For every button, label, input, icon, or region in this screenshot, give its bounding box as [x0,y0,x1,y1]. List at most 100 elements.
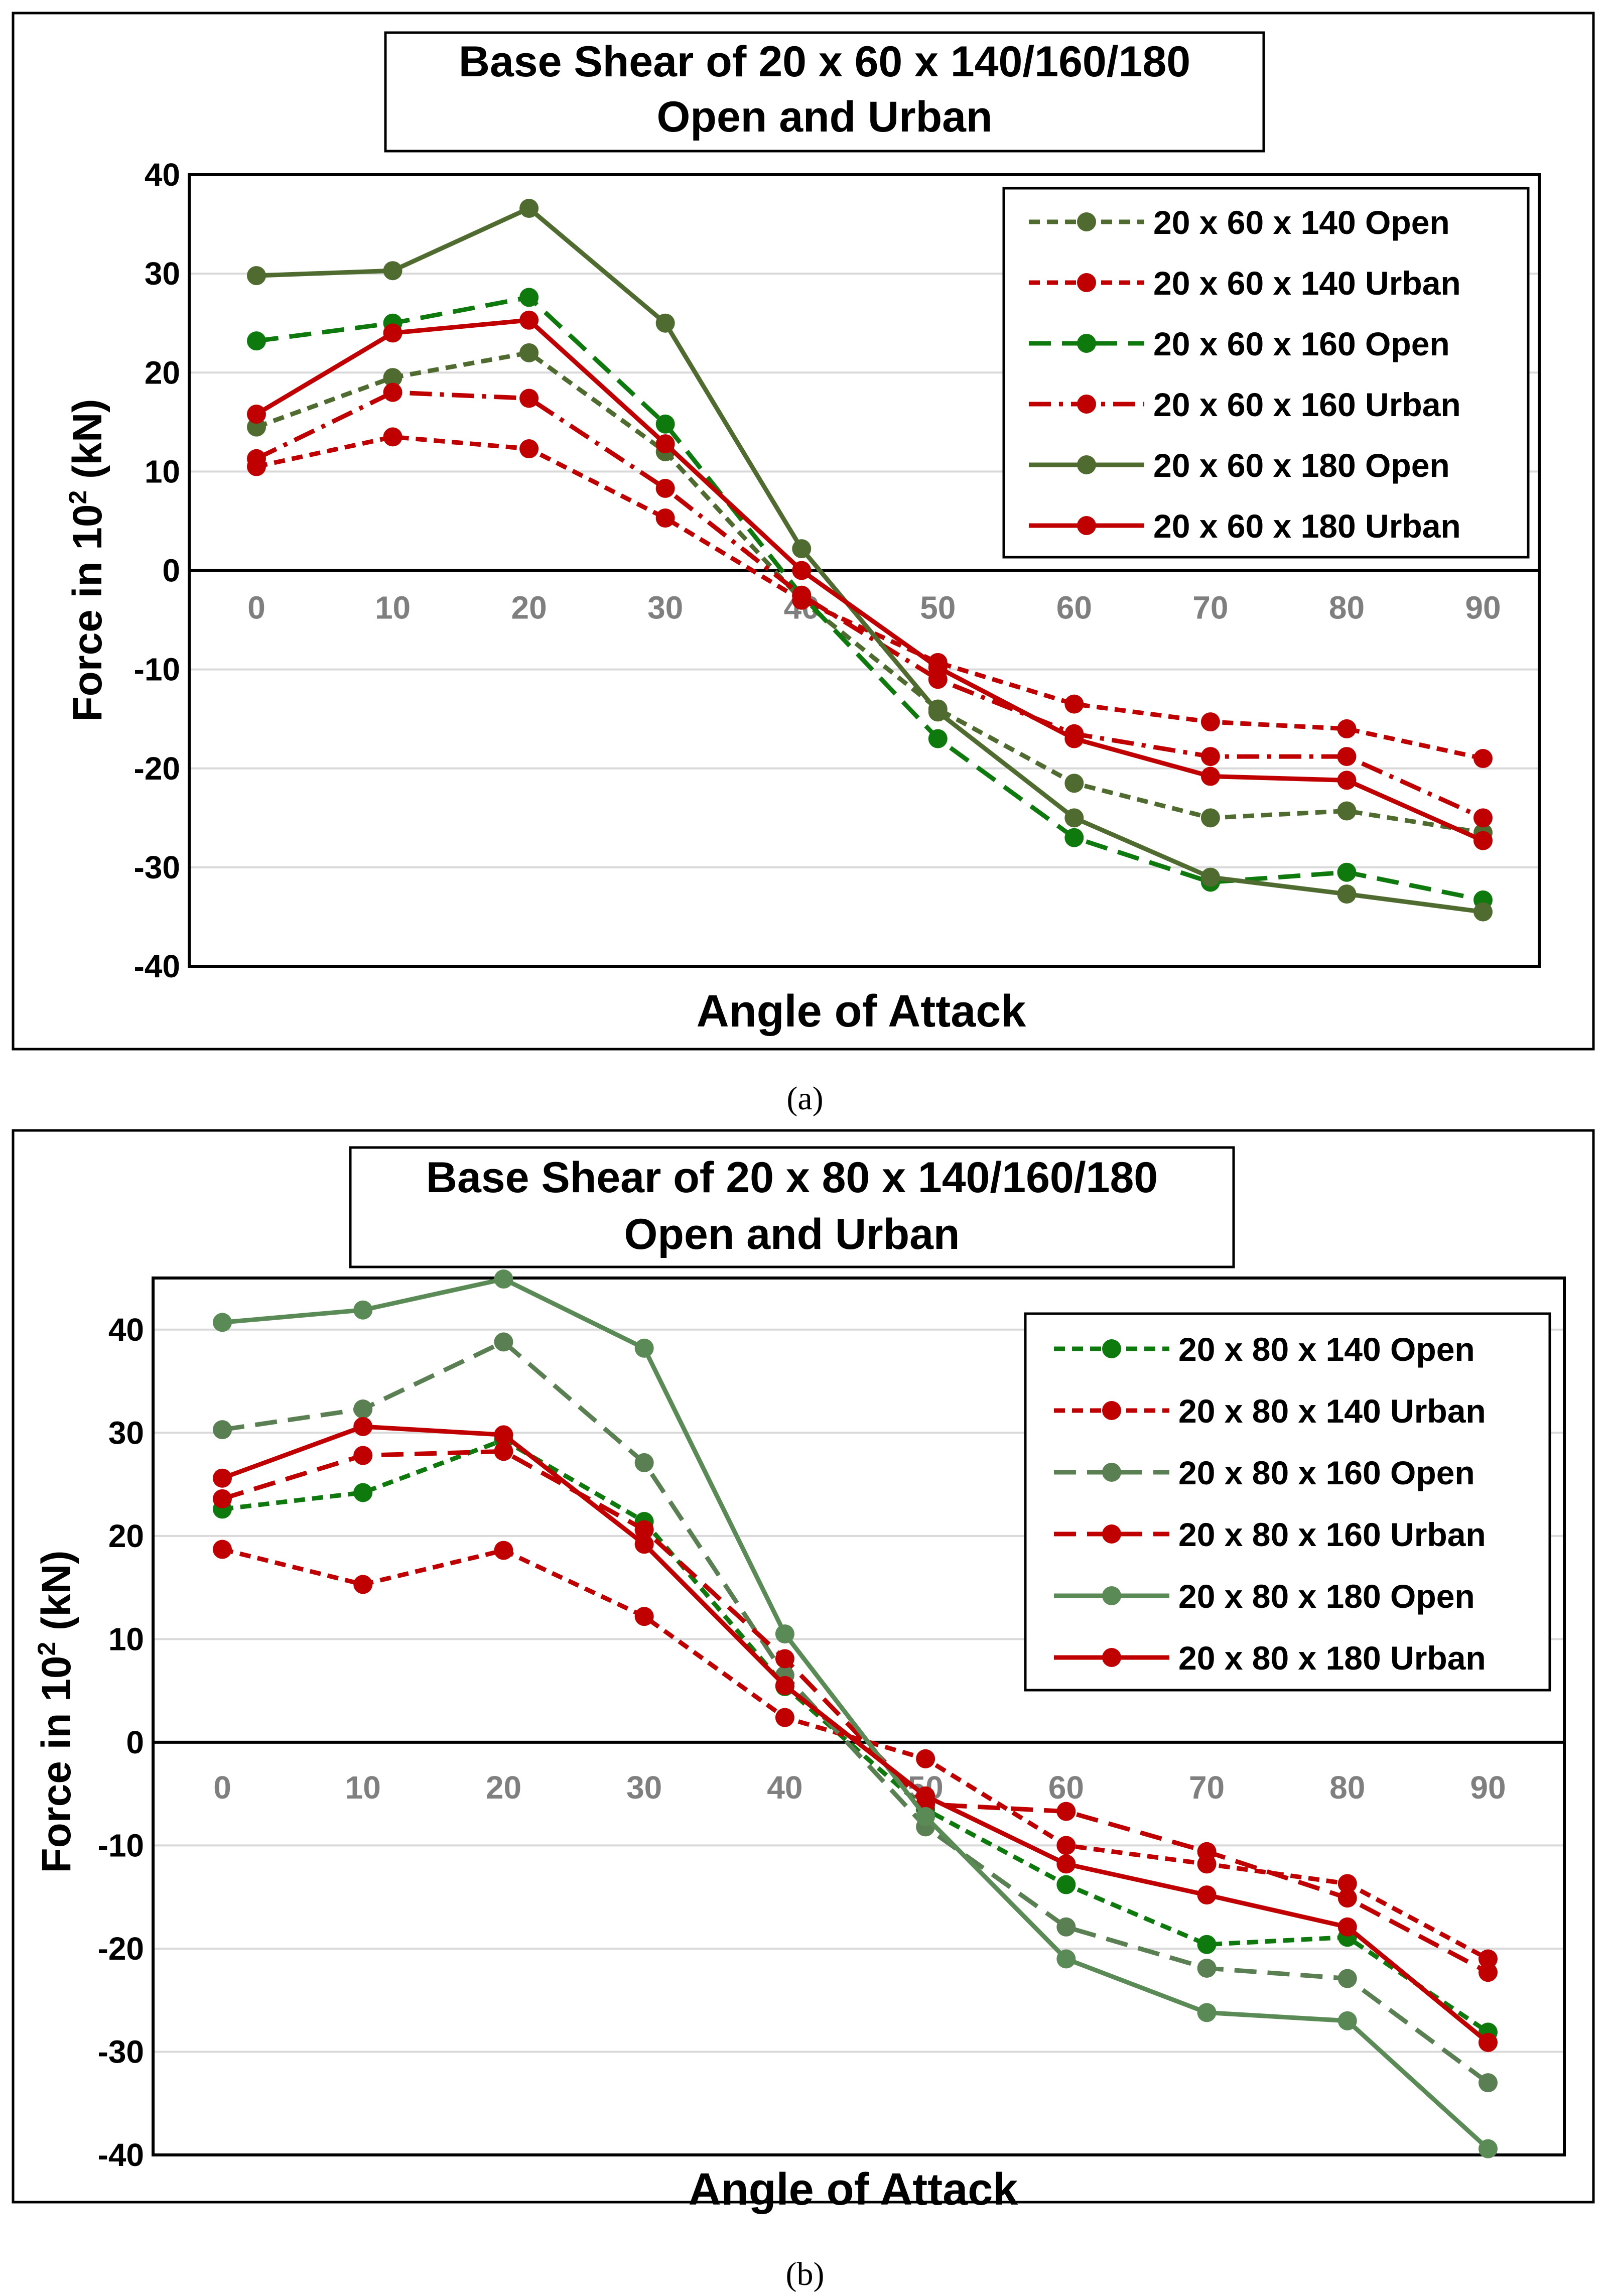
chart-b-data-point [353,1399,373,1419]
chart-a-legend-item: 20 x 60 x 180 Urban [1029,507,1461,545]
chart-b-legend-label: 20 x 80 x 140 Open [1178,1331,1475,1368]
chart-b-data-point [1479,1963,1498,1982]
chart-b-legend-box [1024,1312,1551,1692]
chart-a-x-tick-label: 10 [375,590,411,626]
chart-b-data-point [1056,1802,1076,1821]
chart-a-data-point [928,729,948,748]
chart-a-y-tick-label: -10 [134,652,181,688]
chart-b-data-point [775,1624,794,1644]
chart-b-data-point [494,1541,513,1560]
chart-a-legend-swatch-marker [1077,516,1096,535]
chart-b-data-point [1197,1935,1217,1954]
chart-b-x-tick-label: 90 [1470,1769,1506,1806]
chart-b-data-point [1056,1875,1076,1894]
chart-a-data-point [928,702,948,722]
chart-b-series-3 [213,1332,1498,2093]
chart-b-y-axis-label: Force in 102 (kN) [33,1551,79,1873]
chart-a-legend-swatch-marker [1077,395,1096,414]
chart-panel-a: Base Shear of 20 x 60 x 140/160/180 Open… [12,12,1595,1051]
chart-b-data-point [634,1520,654,1540]
chart-b-y-tick-label: 10 [108,1621,144,1657]
chart-b-x-tick-label: 0 [213,1769,231,1806]
chart-a-data-point [1473,749,1493,769]
chart-a-data-point [1337,771,1357,790]
chart-b-plot-area [152,1277,1566,2156]
chart-a-legend: 20 x 60 x 140 Open 20 x 60 x 140 Urban 20 … [1002,187,1530,559]
chart-a-data-point [1337,719,1357,738]
chart-a-data-point [1200,712,1220,732]
chart-a-data-point [383,368,402,388]
chart-b-legend-item: 20 x 80 x 140 Urban [1054,1392,1486,1430]
chart-a-legend-swatch-marker [1077,455,1096,474]
chart-a-data-point [1337,801,1357,821]
chart-a-series-line [255,390,1484,820]
chart-a-series-line [256,295,1484,903]
chart-b-data-point [634,1453,654,1472]
chart-a-data-point [1337,884,1357,904]
chart-a-y-tick-label: 40 [145,157,180,193]
chart-b-y-label-unit: (kN) [34,1551,79,1642]
chart-a-series-line [255,318,1484,843]
chart-a-data-point [655,508,675,528]
chart-b-y-tick-label: 0 [126,1724,144,1760]
chart-a-data-point [519,199,539,218]
chart-a-data-point [655,313,675,333]
chart-a-data-point [383,382,402,402]
chart-a-y-label-main: Force in 10 [65,504,110,722]
chart-b-data-point [1337,2011,1357,2030]
chart-b-x-tick-label: 20 [486,1769,521,1806]
chart-a-data-point [792,585,812,605]
chart-b-data-point [1056,1917,1076,1937]
chart-a-data-point [519,389,539,408]
chart-a-title-box [384,31,1265,153]
chart-a-series-5 [247,199,1493,922]
chart-a-legend-label: 20 x 60 x 160 Open [1153,325,1450,362]
chart-a-data-point [247,449,266,468]
chart-b-data-point [634,1607,654,1626]
chart-b-legend-swatch-marker [1102,1648,1121,1667]
chart-b-legend-item: 20 x 80 x 160 Open [1054,1454,1475,1491]
chart-a-y-axis-label: Force in 102 (kN) [64,399,110,722]
chart-a-y-tick-label: -40 [134,948,181,984]
chart-b-x-tick-label: 40 [767,1769,802,1806]
chart-b-series-6 [213,1417,1498,2052]
chart-a-title-line1: Base Shear of 20 x 60 x 140/160/180 [459,38,1190,86]
chart-a-data-point [1473,808,1493,828]
chart-a-x-tick-label: 70 [1192,590,1228,626]
chart-b-legend-label: 20 x 80 x 180 Urban [1178,1639,1486,1677]
chart-a-data-point [1337,747,1357,767]
chart-b-legend-item: 20 x 80 x 140 Open [1054,1331,1475,1368]
chart-b-data-point [634,1338,654,1358]
chart-a-legend-label: 20 x 60 x 140 Open [1153,204,1450,241]
chart-a-legend-item: 20 x 60 x 160 Open [1029,325,1450,362]
chart-b-data-point [1479,2032,1498,2052]
chart-b-data-point [1479,1949,1498,1969]
chart-a-data-point [928,658,948,677]
chart-b-x-tick-label: 80 [1329,1769,1365,1806]
chart-a-data-point [1064,828,1084,847]
chart-b-legend-label: 20 x 80 x 160 Open [1178,1454,1475,1491]
chart-b-y-tick-label: -40 [98,2137,145,2173]
chart-b-legend: 20 x 80 x 140 Open 20 x 80 x 140 Urban 20 … [1024,1312,1551,1692]
chart-a-x-tick-labels: 0102030405060708090 [247,590,1501,626]
chart-b-data-point [213,1420,232,1440]
chart-b-y-label-sup: 2 [33,1642,61,1656]
chart-b-data-point [494,1442,513,1461]
chart-a-data-point [1200,747,1220,767]
chart-b-legend-item: 20 x 80 x 180 Urban [1054,1639,1486,1677]
chart-b-legend-label: 20 x 80 x 160 Urban [1178,1516,1486,1553]
chart-b-x-tick-label: 30 [626,1769,662,1806]
chart-b-data-point [1197,1885,1217,1905]
chart-a-legend-label: 20 x 60 x 180 Urban [1153,507,1461,545]
chart-a-legend-item: 20 x 60 x 160 Urban [1029,386,1461,423]
chart-b-series [213,1269,1498,2158]
chart-b-data-point [1479,2073,1498,2093]
chart-a-data-point [519,288,539,307]
chart-a-data-point [1064,729,1084,748]
chart-a-data-point [1473,831,1493,850]
chart-b-legend-swatch-marker [1102,1339,1121,1358]
chart-b-y-tick-label: -20 [98,1931,145,1967]
chart-a-data-point [1337,862,1357,882]
chart-b-legend-swatch-marker [1102,1586,1121,1605]
